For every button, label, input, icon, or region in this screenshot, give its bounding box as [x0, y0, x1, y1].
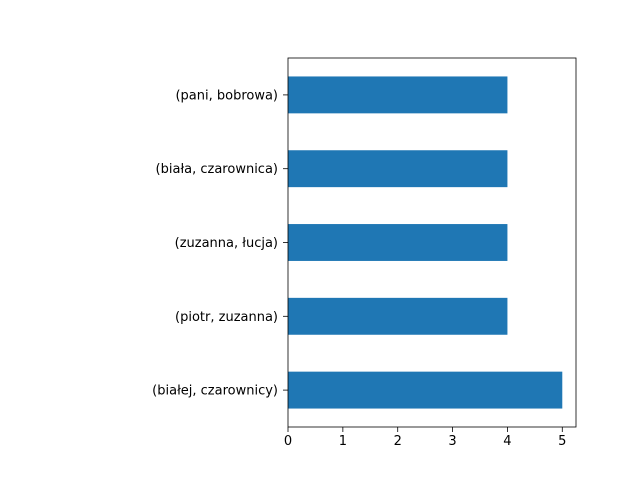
- bar: [288, 371, 563, 409]
- bar: [288, 224, 508, 261]
- x-tick-label: 2: [394, 434, 402, 449]
- y-tick-label: (zuzanna, łucja): [175, 236, 278, 251]
- x-tick-label: 3: [448, 434, 456, 449]
- x-tick-label: 1: [339, 434, 347, 449]
- x-tick-label: 0: [284, 434, 292, 449]
- axes-layer: 0 1 2 3 4 5 (białej, czarownicy) (piotr, zuzann…: [152, 57, 577, 449]
- bar: [288, 297, 508, 335]
- bar: [288, 150, 508, 188]
- y-tick-label: (piotr, zuzanna): [175, 310, 278, 325]
- y-tick-label: (białej, czarownicy): [152, 384, 278, 399]
- y-tick-label: (biała, czarownica): [156, 162, 278, 177]
- y-tick-label: (pani, bobrowa): [175, 88, 278, 103]
- x-tick-label: 4: [503, 434, 511, 449]
- x-tick-label: 5: [558, 434, 566, 449]
- bar: [288, 76, 508, 114]
- bars-layer: [288, 76, 563, 409]
